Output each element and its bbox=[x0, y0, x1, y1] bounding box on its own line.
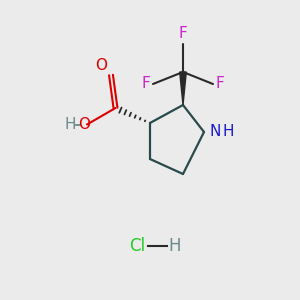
Text: H: H bbox=[65, 117, 76, 132]
Text: H: H bbox=[223, 124, 234, 140]
Text: F: F bbox=[141, 76, 150, 92]
Text: F: F bbox=[216, 76, 225, 92]
Text: F: F bbox=[178, 26, 188, 40]
Text: O: O bbox=[95, 58, 107, 74]
Text: H: H bbox=[169, 237, 181, 255]
Text: Cl: Cl bbox=[129, 237, 146, 255]
Text: N: N bbox=[209, 124, 221, 140]
Text: O: O bbox=[79, 117, 91, 132]
Polygon shape bbox=[180, 72, 186, 105]
